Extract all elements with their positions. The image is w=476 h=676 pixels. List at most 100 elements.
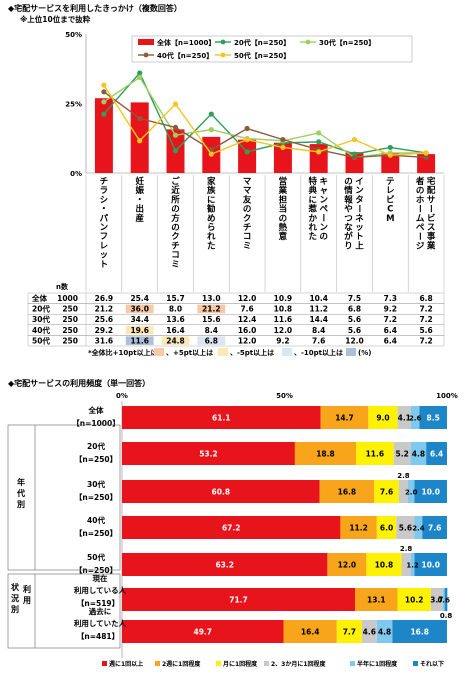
- chart1-table-cell: 31.6: [95, 336, 114, 345]
- chart1-legend-label: 50代【n=250】: [234, 51, 290, 60]
- chart2-row-label: 全体: [88, 405, 104, 415]
- chart1-table-cell: 5.6: [348, 326, 361, 335]
- svg-text:・: ・: [135, 195, 144, 205]
- chart1-point: [137, 138, 143, 144]
- svg-text:か: か: [308, 214, 317, 224]
- chart2-data-label: 7.6: [380, 488, 393, 497]
- chart2-legend-swatch: [216, 661, 221, 666]
- chart1-table-cell: 15.7: [166, 294, 185, 303]
- chart2-row-label: 過去に: [89, 606, 112, 616]
- chart1-point: [101, 82, 107, 88]
- chart2-bar-segment: [355, 588, 398, 611]
- svg-text:ミ: ミ: [171, 260, 180, 270]
- svg-text:族: 族: [207, 185, 216, 196]
- svg-text:ペ: ペ: [416, 223, 425, 233]
- chart2-bar-segment: [422, 516, 447, 539]
- chart1-point: [387, 152, 393, 158]
- chart1-table-cell: 25.4: [130, 294, 149, 303]
- chart2-bar-segment: [442, 588, 445, 611]
- svg-text:特: 特: [308, 176, 317, 187]
- chart2-data-label: 67.2: [222, 524, 241, 533]
- chart2-data-label: 71.7: [229, 596, 248, 605]
- chart1-bar: [417, 154, 436, 173]
- chart1-table-row-label: 20代: [32, 304, 50, 314]
- chart2-bar-segment: [366, 553, 402, 576]
- chart1-table-cell: 7.5: [348, 294, 361, 303]
- chart1-table-cell: 21.2: [95, 305, 114, 314]
- chart1-table-highlight: [125, 304, 154, 314]
- chart2-bar-segment: [319, 480, 375, 503]
- svg-text:ホ: ホ: [416, 195, 425, 205]
- chart1-table-row-n: 1000: [57, 294, 78, 303]
- svg-text:や: や: [344, 204, 353, 215]
- svg-text:上: 上: [355, 240, 364, 251]
- chart2-legend-swatch: [264, 661, 269, 666]
- chart2-data-label: 5.6: [399, 524, 412, 533]
- chart1-table-row: [27, 314, 445, 326]
- svg-text:営: 営: [279, 176, 288, 187]
- chart1-table-cell: 21.2: [202, 305, 221, 314]
- chart1-table-cell: 8.4: [205, 326, 218, 335]
- svg-text:レ: レ: [100, 241, 109, 251]
- chart1-legend: [131, 35, 413, 63]
- svg-text:用: 用: [22, 596, 31, 605]
- chart2-row-label: 【n=481】: [77, 631, 119, 641]
- chart1-point: [172, 124, 179, 131]
- chart1-table-cell: 12.0: [238, 336, 257, 345]
- svg-text:ー: ー: [318, 214, 328, 223]
- chart2-bar-segment: [122, 588, 356, 611]
- chart2-legend-swatch: [155, 661, 160, 666]
- chart2-row-label: 40代: [87, 515, 105, 525]
- svg-text:ネ: ネ: [355, 213, 364, 224]
- svg-text:ビ: ビ: [427, 213, 436, 224]
- chart2-data-label: 8.5: [427, 414, 440, 423]
- svg-text:チ: チ: [243, 223, 252, 233]
- svg-text:ン: ン: [319, 223, 328, 233]
- chart2-row-label: 20代: [87, 441, 105, 451]
- chart1-table-cell: 10.8: [274, 305, 293, 314]
- svg-text:利: 利: [22, 584, 31, 594]
- svg-text:者: 者: [415, 176, 425, 187]
- chart1-table-cell: 5.6: [419, 326, 432, 335]
- svg-text:た: た: [207, 240, 216, 251]
- chart2-bar-segment: [122, 553, 328, 576]
- chart2-x-tick: 100%: [436, 392, 458, 400]
- svg-text:ク: ク: [171, 231, 180, 242]
- chart2-bar-segment: [336, 620, 362, 643]
- chart2-data-label: 16.8: [410, 628, 429, 637]
- chart2-data-label: 4.8: [378, 628, 391, 637]
- chart2-row-label: 【n=250】: [75, 492, 117, 502]
- svg-text:が: が: [344, 231, 353, 242]
- chart1-table-cell: 12.4: [238, 315, 257, 324]
- chart2-x-tick: 0%: [116, 392, 128, 400]
- chart1-table-cell: 10.4: [309, 294, 328, 303]
- svg-text:タ: タ: [355, 194, 364, 205]
- chart2-data-label: 2.8: [397, 472, 410, 480]
- chart1-table-header-n: n数: [56, 282, 69, 291]
- chart2-legend-label: 2週に1回程度: [162, 660, 201, 668]
- chart2-bar-segment: [376, 516, 397, 539]
- chart1-table-cell: 8.4: [312, 326, 325, 335]
- svg-text:ー: ー: [414, 232, 424, 241]
- chart1-table-row-label: 40代: [32, 325, 50, 335]
- chart1-table-cell: 10.9: [274, 294, 293, 303]
- chart1-table-cell: 29.2: [95, 326, 114, 335]
- chart2-data-label: 2.0: [405, 489, 418, 497]
- chart2-data-label: 16.8: [338, 488, 357, 497]
- chart2-data-label: 49.7: [194, 628, 213, 637]
- chart1-point: [208, 111, 214, 117]
- chart1-table-cell: 8.0: [169, 305, 182, 314]
- chart1-point: [208, 127, 214, 133]
- chart2-legend-swatch: [102, 661, 107, 666]
- chart1-table-legend-swatch: [346, 348, 356, 356]
- chart1-point: [172, 101, 179, 107]
- chart1-table-highlight: [197, 304, 226, 314]
- chart1-point: [208, 151, 214, 157]
- svg-text:ャ: ャ: [319, 186, 328, 196]
- chart1-table-row: [27, 324, 445, 336]
- svg-text:ッ: ッ: [100, 251, 109, 261]
- chart2-data-label: 13.1: [367, 596, 386, 605]
- chart1-table-cell: 16.4: [166, 326, 185, 335]
